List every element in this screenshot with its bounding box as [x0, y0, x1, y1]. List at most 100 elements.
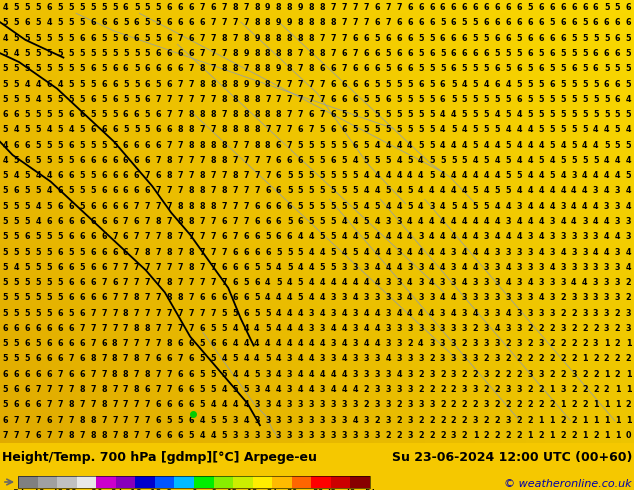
Bar [37, 476, 57, 488]
Text: 3: 3 [385, 324, 391, 333]
Text: 3: 3 [505, 247, 511, 257]
Text: 4: 4 [495, 202, 500, 211]
Text: 4: 4 [538, 141, 544, 149]
Text: 6: 6 [342, 125, 347, 134]
Text: 6: 6 [101, 202, 107, 211]
Text: 6: 6 [145, 95, 150, 104]
Text: 3: 3 [582, 232, 588, 241]
Text: 4: 4 [538, 294, 544, 302]
Text: 4: 4 [560, 141, 566, 149]
Text: 6: 6 [221, 294, 227, 302]
Text: 5: 5 [287, 171, 292, 180]
Text: 6: 6 [517, 19, 522, 27]
Text: 6: 6 [134, 141, 139, 149]
Text: 8: 8 [123, 370, 129, 379]
Text: 5: 5 [79, 202, 85, 211]
Text: 4: 4 [298, 263, 303, 272]
Text: 4: 4 [429, 263, 434, 272]
Text: 7: 7 [243, 171, 249, 180]
Text: 3: 3 [287, 431, 292, 440]
Text: 5: 5 [582, 34, 588, 43]
Text: 5: 5 [527, 95, 533, 104]
Text: 4: 4 [440, 217, 446, 226]
Text: 8: 8 [254, 141, 260, 149]
Text: 6: 6 [167, 125, 172, 134]
Text: 3: 3 [331, 309, 336, 318]
Text: 1: 1 [604, 431, 609, 440]
Text: 5: 5 [473, 125, 478, 134]
Text: 4: 4 [495, 110, 500, 119]
Text: 6: 6 [57, 247, 63, 257]
Text: 5: 5 [418, 34, 424, 43]
Text: 6: 6 [418, 3, 424, 12]
Text: 3: 3 [363, 416, 369, 425]
Text: 5: 5 [123, 79, 129, 89]
Text: 6: 6 [353, 64, 358, 73]
Text: 7: 7 [243, 202, 249, 211]
Text: 2: 2 [451, 416, 456, 425]
Text: 6: 6 [90, 156, 96, 165]
Text: 6: 6 [167, 64, 172, 73]
Text: 4: 4 [517, 110, 522, 119]
Text: 5: 5 [353, 171, 358, 180]
Text: 4: 4 [484, 171, 489, 180]
Text: 5: 5 [527, 3, 533, 12]
Text: 6: 6 [112, 187, 117, 196]
Text: 7: 7 [134, 278, 139, 287]
Text: 4: 4 [374, 339, 380, 348]
Text: 3: 3 [517, 309, 522, 318]
Text: 6: 6 [101, 171, 107, 180]
Text: 7: 7 [101, 354, 107, 364]
Text: 3: 3 [538, 370, 544, 379]
Text: 3: 3 [265, 370, 271, 379]
Text: -42: -42 [50, 489, 65, 490]
Text: 4: 4 [440, 141, 446, 149]
Text: 4: 4 [462, 202, 467, 211]
Text: 2: 2 [495, 370, 500, 379]
Text: -48: -48 [30, 489, 45, 490]
Text: 4: 4 [320, 339, 325, 348]
Text: 6: 6 [353, 141, 358, 149]
Text: 5: 5 [57, 125, 63, 134]
Text: 4: 4 [505, 125, 511, 134]
Text: 7: 7 [385, 19, 391, 27]
Text: 3: 3 [309, 416, 314, 425]
Text: 6: 6 [363, 79, 369, 89]
Text: 7: 7 [156, 324, 161, 333]
Text: 6: 6 [90, 278, 96, 287]
Text: 3: 3 [571, 247, 577, 257]
Text: 4: 4 [407, 294, 413, 302]
Text: 3: 3 [571, 294, 577, 302]
Text: 7: 7 [134, 247, 139, 257]
Text: 4: 4 [582, 187, 588, 196]
Text: 2: 2 [473, 324, 478, 333]
Text: 7: 7 [243, 64, 249, 73]
Text: 5: 5 [36, 309, 41, 318]
Text: 4: 4 [363, 171, 369, 180]
Text: 1: 1 [582, 354, 588, 364]
Text: 3: 3 [440, 354, 446, 364]
Text: 12: 12 [228, 489, 239, 490]
Text: 4: 4 [527, 141, 533, 149]
Text: 4: 4 [571, 278, 577, 287]
Text: 2: 2 [517, 416, 522, 425]
Text: 3: 3 [484, 309, 489, 318]
Text: 8: 8 [298, 34, 304, 43]
Text: 4: 4 [429, 217, 434, 226]
Text: 3: 3 [517, 339, 522, 348]
Text: 2: 2 [440, 385, 446, 394]
Text: 2: 2 [495, 431, 500, 440]
Text: 3: 3 [626, 217, 631, 226]
Text: 3: 3 [407, 385, 413, 394]
Text: 5: 5 [363, 232, 369, 241]
Text: 6: 6 [440, 34, 446, 43]
Text: 4: 4 [363, 324, 369, 333]
Text: 7: 7 [123, 263, 129, 272]
Text: 8: 8 [79, 416, 85, 425]
Bar [331, 476, 351, 488]
Text: 8: 8 [330, 19, 336, 27]
Text: 5: 5 [145, 110, 150, 119]
Text: 5: 5 [538, 156, 544, 165]
Text: 5: 5 [46, 95, 52, 104]
Text: 6: 6 [363, 34, 369, 43]
